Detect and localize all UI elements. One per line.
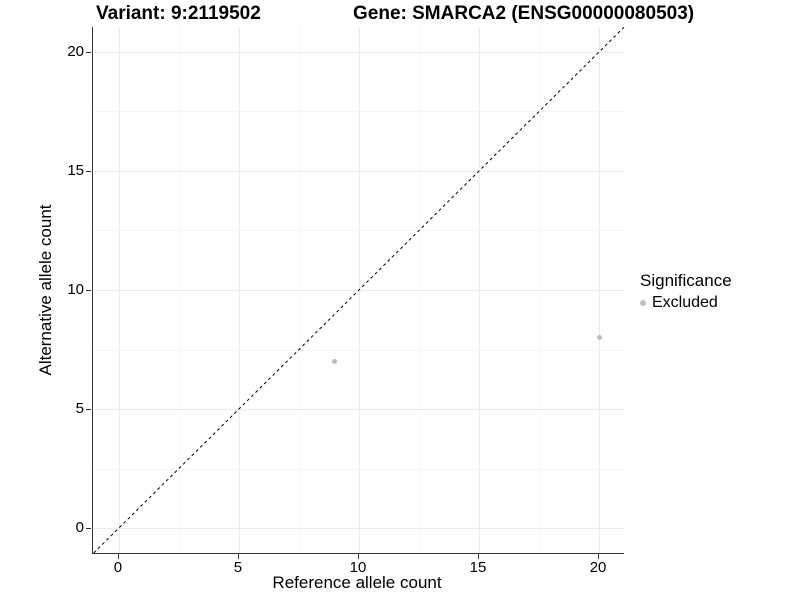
legend-entry-label: Excluded bbox=[652, 294, 718, 311]
x-tick-label: 15 bbox=[469, 559, 487, 576]
gridline-y-major bbox=[93, 528, 624, 529]
x-axis-title: Reference allele count bbox=[272, 573, 442, 592]
legend: Significance Excluded bbox=[640, 271, 732, 312]
y-axis-tick bbox=[86, 170, 91, 172]
y-tick-label: 15 bbox=[67, 161, 84, 179]
x-tick-label: 20 bbox=[589, 559, 607, 576]
y-tick-label: 20 bbox=[67, 42, 84, 60]
gridline-y-major bbox=[93, 409, 624, 410]
x-axis-tick bbox=[237, 554, 239, 559]
gridline-y-minor bbox=[93, 230, 624, 232]
y-tick-label: 0 bbox=[75, 519, 84, 536]
x-tick-label: 5 bbox=[233, 559, 243, 576]
y-axis-tick bbox=[86, 409, 91, 410]
identity-line bbox=[93, 26, 625, 554]
gridline-y-major bbox=[93, 51, 624, 53]
gridline-y-major bbox=[93, 170, 624, 172]
plot-panel bbox=[92, 26, 625, 554]
x-tick-label: 10 bbox=[349, 559, 367, 576]
data-point bbox=[596, 335, 602, 341]
data-point bbox=[332, 358, 338, 364]
x-axis-tick bbox=[117, 554, 119, 559]
x-axis-tick bbox=[598, 554, 600, 559]
x-axis-tick bbox=[478, 554, 479, 559]
legend-entry-excluded: Excluded bbox=[640, 294, 732, 312]
y-tick-label: 10 bbox=[67, 281, 84, 298]
gridline-y-minor bbox=[93, 349, 624, 351]
legend-title: Significance bbox=[640, 271, 732, 290]
x-axis-tick bbox=[357, 554, 359, 559]
legend-point-swatch-icon bbox=[640, 300, 646, 306]
x-tick-label: 0 bbox=[113, 559, 123, 576]
y-axis-tick bbox=[86, 51, 91, 53]
plot-title-variant: Variant: 9:2119502 bbox=[96, 3, 261, 24]
y-axis-tick bbox=[86, 528, 91, 529]
y-tick-label: 5 bbox=[75, 400, 84, 417]
y-axis-tick bbox=[86, 290, 91, 291]
gridline-y-minor bbox=[93, 468, 624, 470]
plot-title-gene: Gene: SMARCA2 (ENSG00000080503) bbox=[353, 3, 695, 24]
gridline-y-minor bbox=[93, 111, 624, 113]
